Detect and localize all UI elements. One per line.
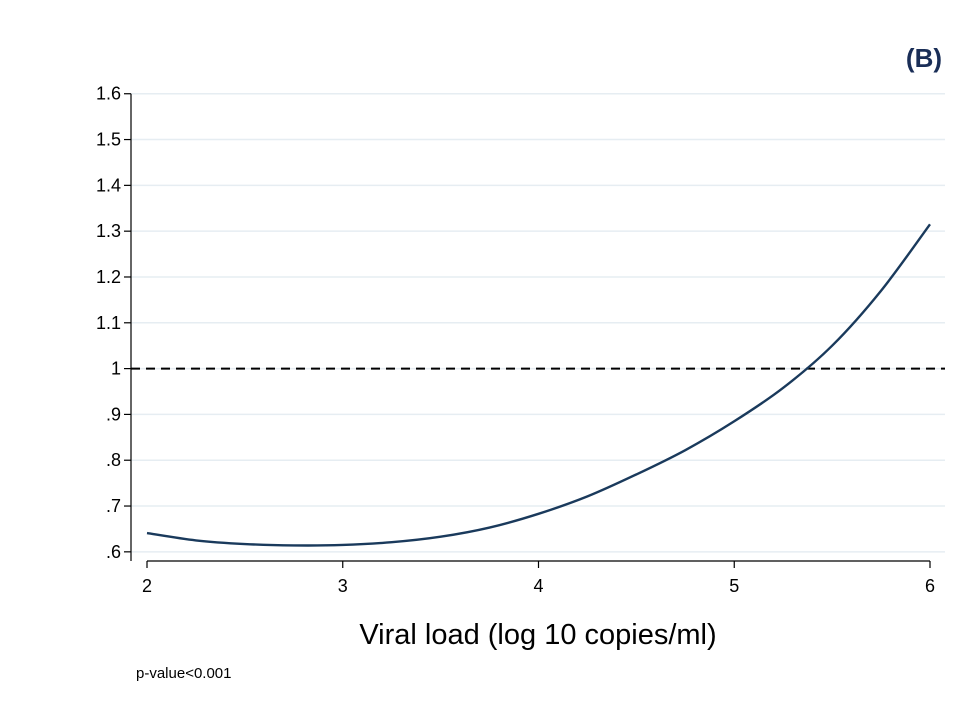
y-tick-label: 1.4 (96, 175, 121, 195)
y-tick-label: .9 (106, 404, 121, 424)
y-tick-label: .7 (106, 496, 121, 516)
panel-label: (B) (906, 43, 942, 73)
y-tick-label: .8 (106, 450, 121, 470)
x-axis-title: Viral load (log 10 copies/ml) (359, 619, 716, 651)
y-tick-label: 1.3 (96, 221, 121, 241)
grid-lines (131, 92, 945, 553)
x-tick-label: 4 (533, 576, 543, 596)
y-tick-label: 1.6 (96, 84, 121, 104)
y-tick-label: 1.5 (96, 130, 121, 150)
y-tick-label: .6 (106, 542, 121, 562)
y-tick-label: 1.2 (96, 267, 121, 287)
x-tick-label: 5 (729, 576, 739, 596)
axes: .6 .7 .8 .9 1 1.1 1.2 1.3 1.4 1.5 1.6 2 3 4 5 6 (96, 84, 935, 596)
y-tick-label: 1.1 (96, 313, 121, 333)
x-tick-label: 6 (925, 576, 935, 596)
x-tick-label: 2 (142, 576, 152, 596)
y-tick-label: 1 (111, 359, 121, 379)
series-line (146, 223, 931, 547)
p-value-note: p-value<0.001 (136, 665, 232, 682)
x-tick-label: 3 (338, 576, 348, 596)
series-group (146, 223, 931, 547)
